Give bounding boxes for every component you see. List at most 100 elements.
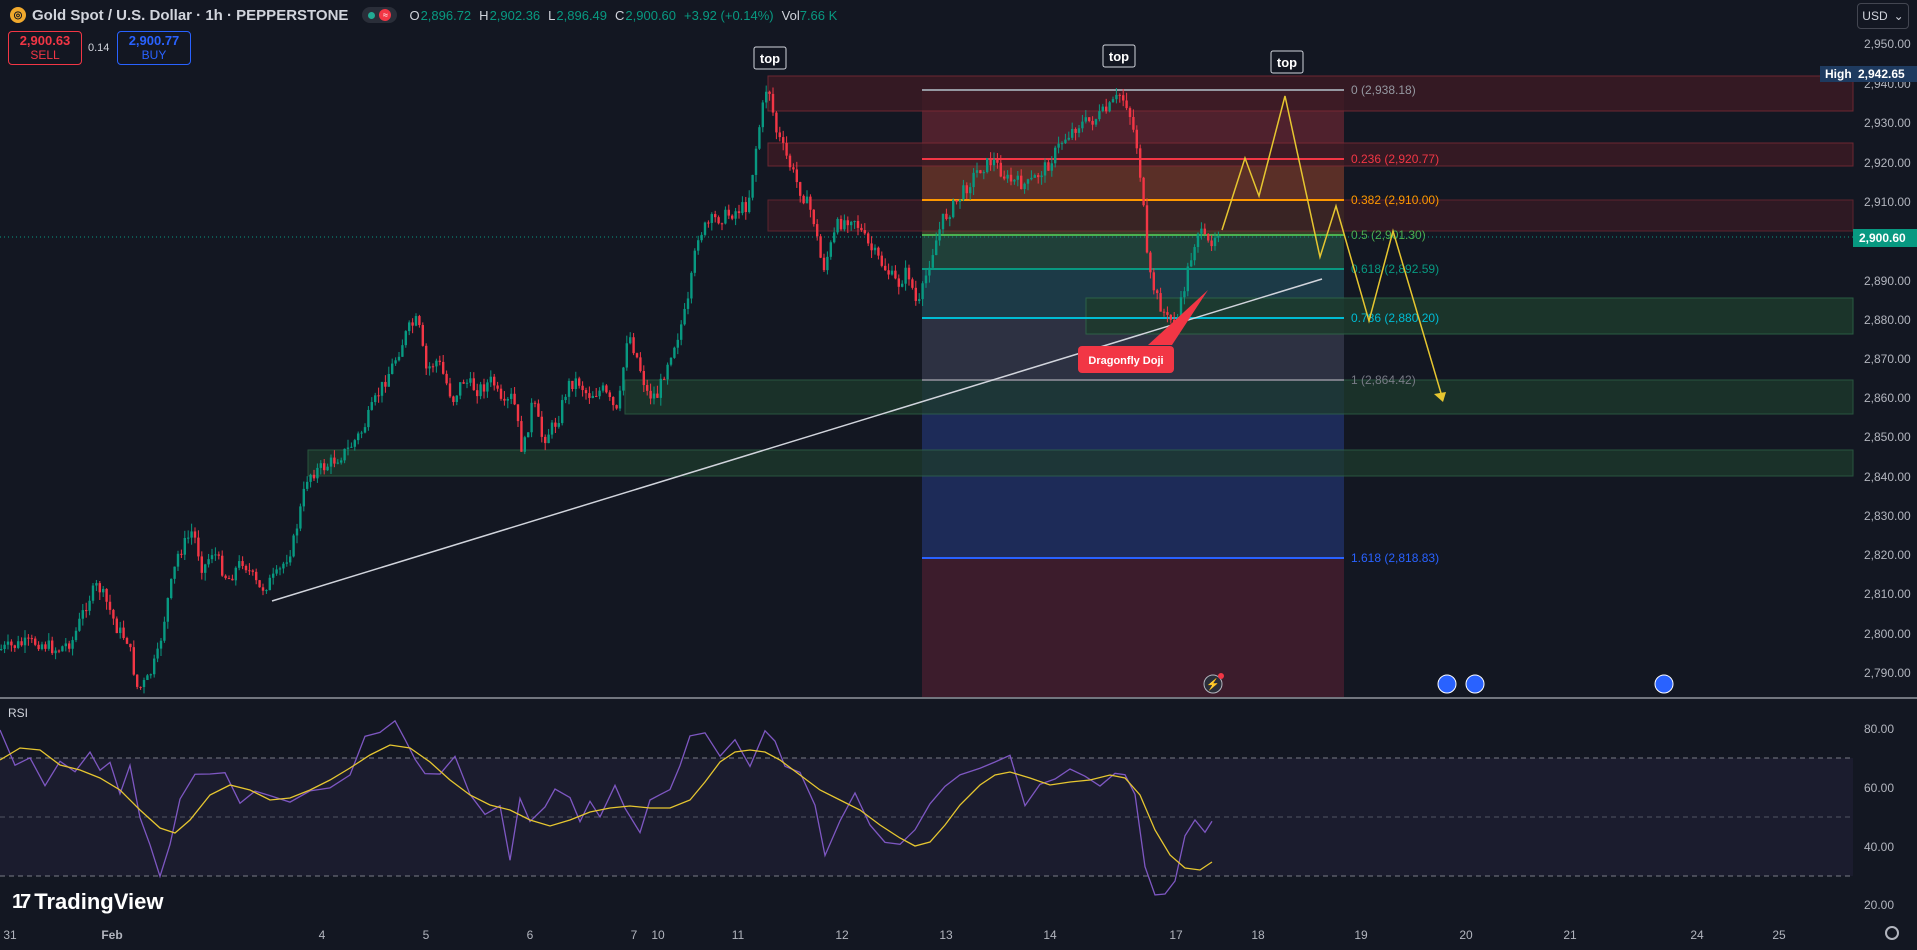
candle-body [142, 680, 146, 688]
candle-body [962, 185, 965, 200]
candle-body [693, 250, 696, 273]
candle-body [255, 571, 258, 581]
volume: Vol7.66 K [781, 7, 838, 23]
candle-body [850, 221, 853, 226]
top-label-3-box[interactable] [1270, 50, 1304, 74]
candle-body [159, 640, 163, 649]
candle-body [724, 209, 727, 224]
svg-text:⚡: ⚡ [1206, 678, 1220, 691]
candle-body [639, 357, 642, 372]
price-tick: 2,850.00 [1864, 430, 1911, 444]
price-tick: 2,870.00 [1864, 352, 1911, 366]
candle-body [795, 169, 798, 183]
candle-body [673, 347, 676, 358]
candle-body [217, 554, 220, 556]
price-tick: 2,810.00 [1864, 587, 1911, 601]
rsi-label[interactable]: RSI [8, 706, 29, 720]
currency-select[interactable]: USD ⌄ [1857, 3, 1909, 29]
candle-body [6, 641, 10, 645]
candle-body [1115, 94, 1118, 100]
rsi-axis[interactable]: 80.00 60.00 40.00 20.00 [1864, 722, 1894, 912]
candle-body [938, 229, 941, 241]
candle-body [1139, 148, 1142, 178]
trendline[interactable] [271, 278, 1323, 602]
time-tick: 4 [319, 928, 326, 942]
candle-body [363, 427, 367, 433]
candle-body [241, 561, 244, 566]
pattern-label-bg[interactable] [1078, 346, 1174, 373]
candle-body [768, 91, 771, 94]
candle-body [469, 378, 472, 383]
candle-body [1156, 290, 1159, 294]
candle-body [584, 390, 588, 394]
candle-body [734, 211, 737, 219]
candle-body [10, 641, 13, 646]
candle-body [1108, 102, 1111, 112]
candle-body [632, 337, 635, 354]
top-label-2-box[interactable] [1102, 44, 1136, 68]
candle-body [911, 279, 914, 288]
candle-body [1183, 291, 1186, 298]
symbol-title[interactable]: Gold Spot / U.S. Dollar · 1h · PEPPERSTO… [32, 6, 349, 24]
time-axis[interactable]: 31 Feb 4 5 6 7 10 11 12 13 14 17 18 19 20 21 24 25 [3, 928, 1786, 942]
candle-body [788, 155, 792, 168]
candle-body [312, 474, 316, 479]
current-price-value: 2,900.60 [1859, 231, 1906, 245]
candle-body [377, 395, 380, 397]
candle-body [659, 378, 662, 398]
candle-body [809, 196, 812, 210]
candle-body [1054, 147, 1057, 164]
candle-body [431, 366, 435, 368]
candle-body [986, 158, 989, 173]
price-tick: 2,890.00 [1864, 274, 1911, 288]
ohlc-high: H2,902.36 [479, 7, 541, 23]
price-axis[interactable]: 2,950.002,940.002,930.002,920.002,910.00… [1864, 37, 1911, 680]
tradingview-logo[interactable]: 17 TradingView [12, 889, 163, 915]
candle-body [180, 553, 183, 555]
candle-body [367, 409, 370, 428]
buy-button[interactable]: 2,900.77 BUY [117, 31, 191, 65]
candle-body [316, 467, 319, 479]
candle-body [78, 618, 81, 631]
candle-body [690, 272, 693, 299]
candle-body [550, 422, 554, 435]
candle-body [812, 209, 815, 225]
time-tick: 31 [3, 928, 17, 942]
candle-body [591, 395, 594, 398]
candle-body [51, 640, 54, 654]
candle-body [40, 644, 44, 650]
candle-body [652, 393, 656, 399]
candle-body [955, 200, 958, 202]
chart-header: ◎ Gold Spot / U.S. Dollar · 1h · PEPPERS… [0, 0, 1860, 30]
candle-body [1200, 228, 1203, 234]
candle-body [877, 247, 880, 256]
candle-body [136, 674, 139, 687]
candle-body [57, 650, 61, 652]
candle-body [686, 298, 690, 309]
settings-gear-icon[interactable] [1885, 926, 1899, 940]
candle-body [578, 378, 581, 386]
price-tick: 2,830.00 [1864, 509, 1911, 523]
price-projection-path[interactable] [1221, 95, 1444, 401]
sell-button[interactable]: 2,900.63 SELL [8, 31, 82, 65]
event-markers[interactable]: ⚡ [1203, 673, 1674, 694]
candle-body [204, 564, 207, 573]
exchange-icon: ≈ [379, 9, 392, 21]
candle-body [523, 437, 526, 452]
candle-body [931, 255, 934, 268]
candle-body [1026, 179, 1030, 184]
candle-body [493, 376, 496, 386]
fib-lines [922, 89, 1344, 559]
candle-body [965, 185, 968, 194]
candle-body [421, 325, 424, 346]
candle-body [370, 402, 373, 410]
candle-body [326, 466, 329, 471]
gold-symbol-icon[interactable]: ◎ [10, 7, 26, 23]
market-status-pill[interactable]: ≈ [362, 7, 398, 23]
ohlc-close: C2,900.60 [615, 7, 677, 23]
fib-labels: 0 (2,938.18) 0.236 (2,920.77) 0.382 (2,910… [1351, 83, 1439, 565]
rsi-tick: 80.00 [1864, 722, 1894, 736]
top-label-1-box[interactable] [753, 46, 787, 70]
candle-body [622, 367, 625, 391]
